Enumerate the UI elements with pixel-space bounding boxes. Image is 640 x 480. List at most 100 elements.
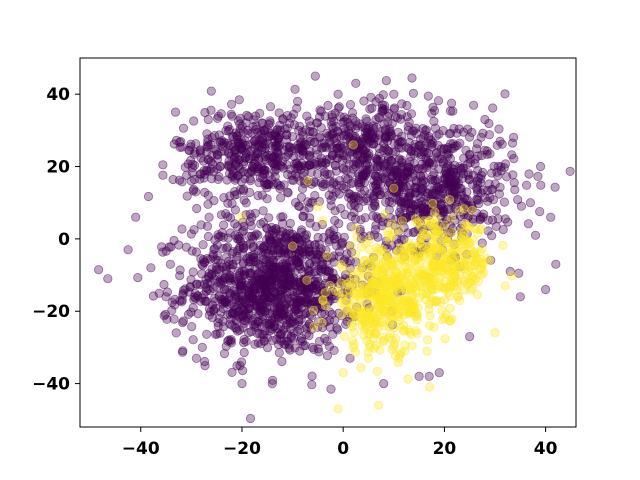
scatter-point-series-1 <box>365 104 375 114</box>
scatter-point-series-1 <box>216 147 226 157</box>
scatter-point-series-2 <box>472 289 482 300</box>
scatter-point-series-2 <box>317 317 327 328</box>
scatter-point-series-1 <box>238 127 249 137</box>
scatter-point-series-2 <box>356 302 366 312</box>
scatter-point-series-1 <box>197 293 207 303</box>
scatter-point-series-1 <box>331 122 341 132</box>
scatter-point-series-2 <box>442 265 452 275</box>
scatter-point-series-1 <box>388 165 398 175</box>
scatter-point-series-1 <box>206 86 216 96</box>
scatter-point-series-2 <box>373 400 384 410</box>
scatter-point-series-1 <box>277 356 287 367</box>
scatter-point-series-2 <box>389 183 399 193</box>
scatter-point-series-1 <box>229 302 239 312</box>
scatter-point-series-1 <box>263 249 273 259</box>
scatter-point-series-2 <box>467 205 477 215</box>
scatter-point-series-1 <box>410 227 420 237</box>
scatter-point-series-1 <box>404 117 414 128</box>
scatter-point-series-1 <box>418 171 428 181</box>
scatter-point-series-1 <box>310 240 320 250</box>
scatter-point-series-1 <box>189 160 200 170</box>
scatter-point-series-1 <box>257 190 267 200</box>
scatter-point-series-2 <box>384 291 394 301</box>
scatter-point-series-1 <box>158 160 168 170</box>
scatter-point-series-1 <box>447 224 457 234</box>
scatter-point-series-2 <box>498 240 508 251</box>
scatter-point-series-1 <box>262 272 272 282</box>
scatter-point-series-1 <box>326 384 336 394</box>
scatter-point-series-1 <box>198 156 209 166</box>
scatter-point-series-1 <box>235 267 245 278</box>
scatter-point-series-1 <box>207 174 217 184</box>
scatter-point-series-1 <box>445 106 456 116</box>
scatter-point-series-1 <box>198 240 208 250</box>
scatter-point-series-2 <box>403 374 413 384</box>
y-tick-label: −20 <box>32 302 70 322</box>
scatter-point-series-1 <box>353 203 364 213</box>
scatter-point-series-1 <box>254 135 265 145</box>
scatter-point-series-1 <box>188 303 198 313</box>
scatter-point-series-1 <box>296 192 307 202</box>
scatter-point-series-1 <box>274 348 284 358</box>
scatter-point-series-1 <box>420 126 430 136</box>
scatter-point-series-1 <box>197 342 207 352</box>
scatter-point-series-2 <box>370 329 381 339</box>
scatter-point-series-1 <box>339 112 349 122</box>
scatter-point-series-1 <box>394 137 405 147</box>
scatter-point-series-1 <box>281 265 291 275</box>
scatter-point-series-1 <box>231 160 241 171</box>
scatter-point-series-1 <box>497 139 507 149</box>
scatter-point-series-1 <box>245 413 256 424</box>
x-tick-label: −40 <box>122 439 160 459</box>
scatter-point-series-1 <box>206 105 216 115</box>
scatter-point-series-1 <box>345 353 355 363</box>
scatter-point-series-1 <box>418 133 428 143</box>
scatter-point-series-1 <box>243 129 253 139</box>
scatter-point-series-1 <box>286 333 296 343</box>
scatter-point-series-1 <box>487 231 497 241</box>
scatter-point-series-1 <box>307 342 317 352</box>
scatter-point-series-2 <box>400 340 410 350</box>
scatter-point-series-1 <box>162 314 172 324</box>
scatter-point-series-1 <box>285 118 295 129</box>
scatter-point-series-1 <box>217 228 227 238</box>
scatter-point-series-1 <box>282 111 292 121</box>
scatter-point-series-1 <box>524 169 534 179</box>
scatter-point-series-1 <box>186 229 196 239</box>
scatter-point-series-1 <box>257 329 267 340</box>
scatter-point-series-1 <box>480 193 490 203</box>
scatter-point-series-2 <box>366 309 376 320</box>
scatter-point-series-1 <box>253 317 263 327</box>
scatter-point-series-1 <box>226 289 236 299</box>
scatter-point-series-1 <box>225 270 235 280</box>
scatter-point-series-1 <box>426 174 436 184</box>
scatter-point-series-1 <box>329 225 339 235</box>
scatter-point-series-1 <box>500 214 510 224</box>
scatter-point-series-1 <box>203 231 213 242</box>
scatter-point-series-1 <box>146 263 156 273</box>
scatter-point-series-1 <box>535 161 546 172</box>
scatter-point-series-1 <box>476 132 486 142</box>
scatter-point-series-1 <box>171 328 181 338</box>
scatter-point-series-1 <box>283 188 293 198</box>
scatter-point-series-1 <box>310 71 320 81</box>
scatter-point-series-1 <box>372 156 382 167</box>
scatter-point-series-1 <box>203 199 213 209</box>
scatter-point-series-2 <box>360 255 370 266</box>
scatter-point-series-1 <box>434 368 444 378</box>
scatter-point-series-1 <box>239 195 249 205</box>
scatter-point-series-1 <box>356 189 367 199</box>
scatter-point-series-1 <box>257 314 268 325</box>
scatter-point-series-1 <box>386 129 396 139</box>
scatter-point-series-1 <box>292 258 302 268</box>
scatter-point-series-2 <box>405 327 415 337</box>
scatter-point-series-1 <box>221 243 231 253</box>
scatter-point-series-1 <box>494 124 504 134</box>
scatter-point-series-1 <box>320 111 330 121</box>
scatter-point-series-1 <box>182 191 192 201</box>
scatter-point-series-1 <box>250 231 260 241</box>
scatter-point-series-1 <box>166 242 176 252</box>
scatter-point-series-1 <box>267 269 278 279</box>
scatter-point-series-2 <box>445 303 455 313</box>
scatter-point-series-1 <box>175 265 185 275</box>
